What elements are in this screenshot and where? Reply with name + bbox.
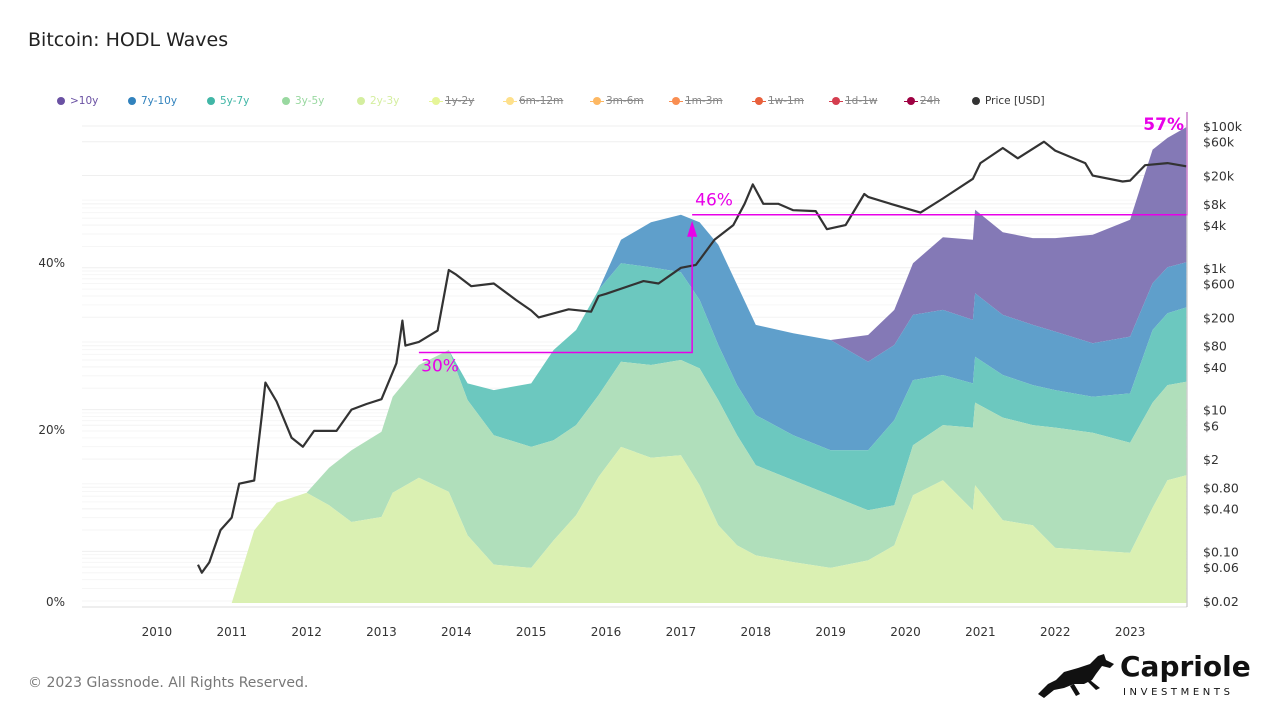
legend-label: 1y-2y [445,95,475,107]
area-5y-7y [231,263,1187,603]
legend-label: 1w-1m [768,95,804,107]
legend-label: 24h [920,95,941,107]
legend-marker-icon [57,97,65,105]
legend-item-6m-12m[interactable]: 6m-12m [503,95,564,107]
y-right-tick-label: $0.02 [1203,594,1239,609]
legend-label: 7y-10y [141,95,178,107]
y-right-tick-label: $0.06 [1203,560,1239,575]
legend-label: 3m-6m [606,95,644,107]
legend-marker-icon [904,97,918,105]
area--10y [231,127,1187,603]
legend-item-price-usd-[interactable]: Price [USD] [972,95,1045,107]
y-right-tick-label: $0.40 [1203,502,1239,517]
annotation-57-label: 57% [1143,115,1184,135]
y-left-tick-label: 40% [38,256,65,270]
y-right-tick-label: $6 [1203,418,1219,433]
copyright-footer: © 2023 Glassnode. All Rights Reserved. [28,675,309,691]
y-right-tick-label: $8k [1203,197,1227,212]
area-3y-5y [231,350,1187,603]
legend-item-5y-7y[interactable]: 5y-7y [207,95,249,107]
legend-label: 1m-3m [685,95,723,107]
area-2y-3y [231,446,1187,603]
legend-marker-icon [752,97,766,105]
legend-label: 2y-3y [370,95,400,107]
legend-item-24h[interactable]: 24h [904,95,941,107]
y-right-tick-label: $10 [1203,403,1227,418]
y-right-tick-label: $2 [1203,452,1219,467]
x-tick-label: 2013 [366,625,397,639]
legend-item-3y-5y[interactable]: 3y-5y [282,95,324,107]
legend-marker-icon [590,97,604,105]
legend-item-3m-6m[interactable]: 3m-6m [590,95,644,107]
annotation-46-label: 46% [695,191,733,211]
axes: 2010 2011 2012 2013 2014 2015 2016 2017 2018 2019… [38,112,1243,639]
y-left-tick-label: 20% [38,423,65,437]
legend-marker-icon [972,97,980,105]
y-right-tick-label: $60k [1203,135,1235,150]
legend-item-1m-3m[interactable]: 1m-3m [669,95,723,107]
x-tick-label: 2023 [1115,625,1146,639]
logo-subtitle: INVESTMENTS [1123,687,1234,698]
legend-marker-icon [357,97,365,105]
legend-marker-icon [669,97,683,105]
x-tick-label: 2012 [291,625,322,639]
arrow-up-icon [687,220,698,237]
legend-label: Price [USD] [985,95,1045,107]
legend-marker-icon [282,97,290,105]
x-tick-label: 2021 [965,625,996,639]
legend-item-7y-10y[interactable]: 7y-10y [128,95,177,107]
annotation-30-label: 30% [421,357,459,377]
legend-label: 5y-7y [220,95,250,107]
x-tick-label: 2020 [890,625,921,639]
price-line [197,140,1187,574]
y-right-tick-label: $200 [1203,310,1235,325]
price-line-group [197,140,1187,574]
legend-marker-icon [207,97,215,105]
x-tick-label: 2017 [666,625,697,639]
y-right-tick-label: $40 [1203,360,1227,375]
x-tick-label: 2010 [142,625,173,639]
capriole-logo: Capriole INVESTMENTS [1034,650,1254,700]
y-left-tick-label: 0% [46,595,65,609]
y-right-tick-label: $4k [1203,218,1227,233]
legend-item-1d-1w[interactable]: 1d-1w [829,95,878,107]
x-tick-label: 2015 [516,625,547,639]
legend-marker-icon [503,97,517,105]
y-right-tick-label: $20k [1203,169,1235,184]
y-right-tick-label: $100k [1203,119,1243,134]
legend-marker-icon [829,97,843,105]
area-7y-10y [231,214,1187,603]
horse-icon [1038,654,1114,698]
x-tick-label: 2022 [1040,625,1071,639]
x-tick-label: 2011 [216,625,247,639]
legend-label: 3y-5y [295,95,325,107]
legend-item-1y-2y[interactable]: 1y-2y [429,95,475,107]
chart-title: Bitcoin: HODL Waves [28,29,229,51]
x-tick-label: 2019 [815,625,846,639]
legend-label: 1d-1w [845,95,878,107]
stacked-areas [231,127,1187,603]
y-right-tick-label: $600 [1203,277,1235,292]
y-right-tick-label: $1k [1203,261,1227,276]
legend-item-1w-1m[interactable]: 1w-1m [752,95,804,107]
legend-marker-icon [128,97,136,105]
legend-item-2y-3y[interactable]: 2y-3y [357,95,399,107]
legend-label: >10y [70,95,99,107]
legend-marker-icon [429,97,443,105]
x-tick-label: 2018 [741,625,772,639]
y-right-tick-label: $0.10 [1203,544,1239,559]
annotation-30-line [418,224,693,354]
y-right-tick-label: $80 [1203,339,1227,354]
legend-label: 6m-12m [519,95,564,107]
y-right-tick-label: $0.80 [1203,480,1239,495]
logo-name: Capriole [1120,650,1251,683]
x-tick-label: 2014 [441,625,472,639]
x-tick-label: 2016 [591,625,622,639]
legend-item--10y[interactable]: >10y [57,95,98,107]
